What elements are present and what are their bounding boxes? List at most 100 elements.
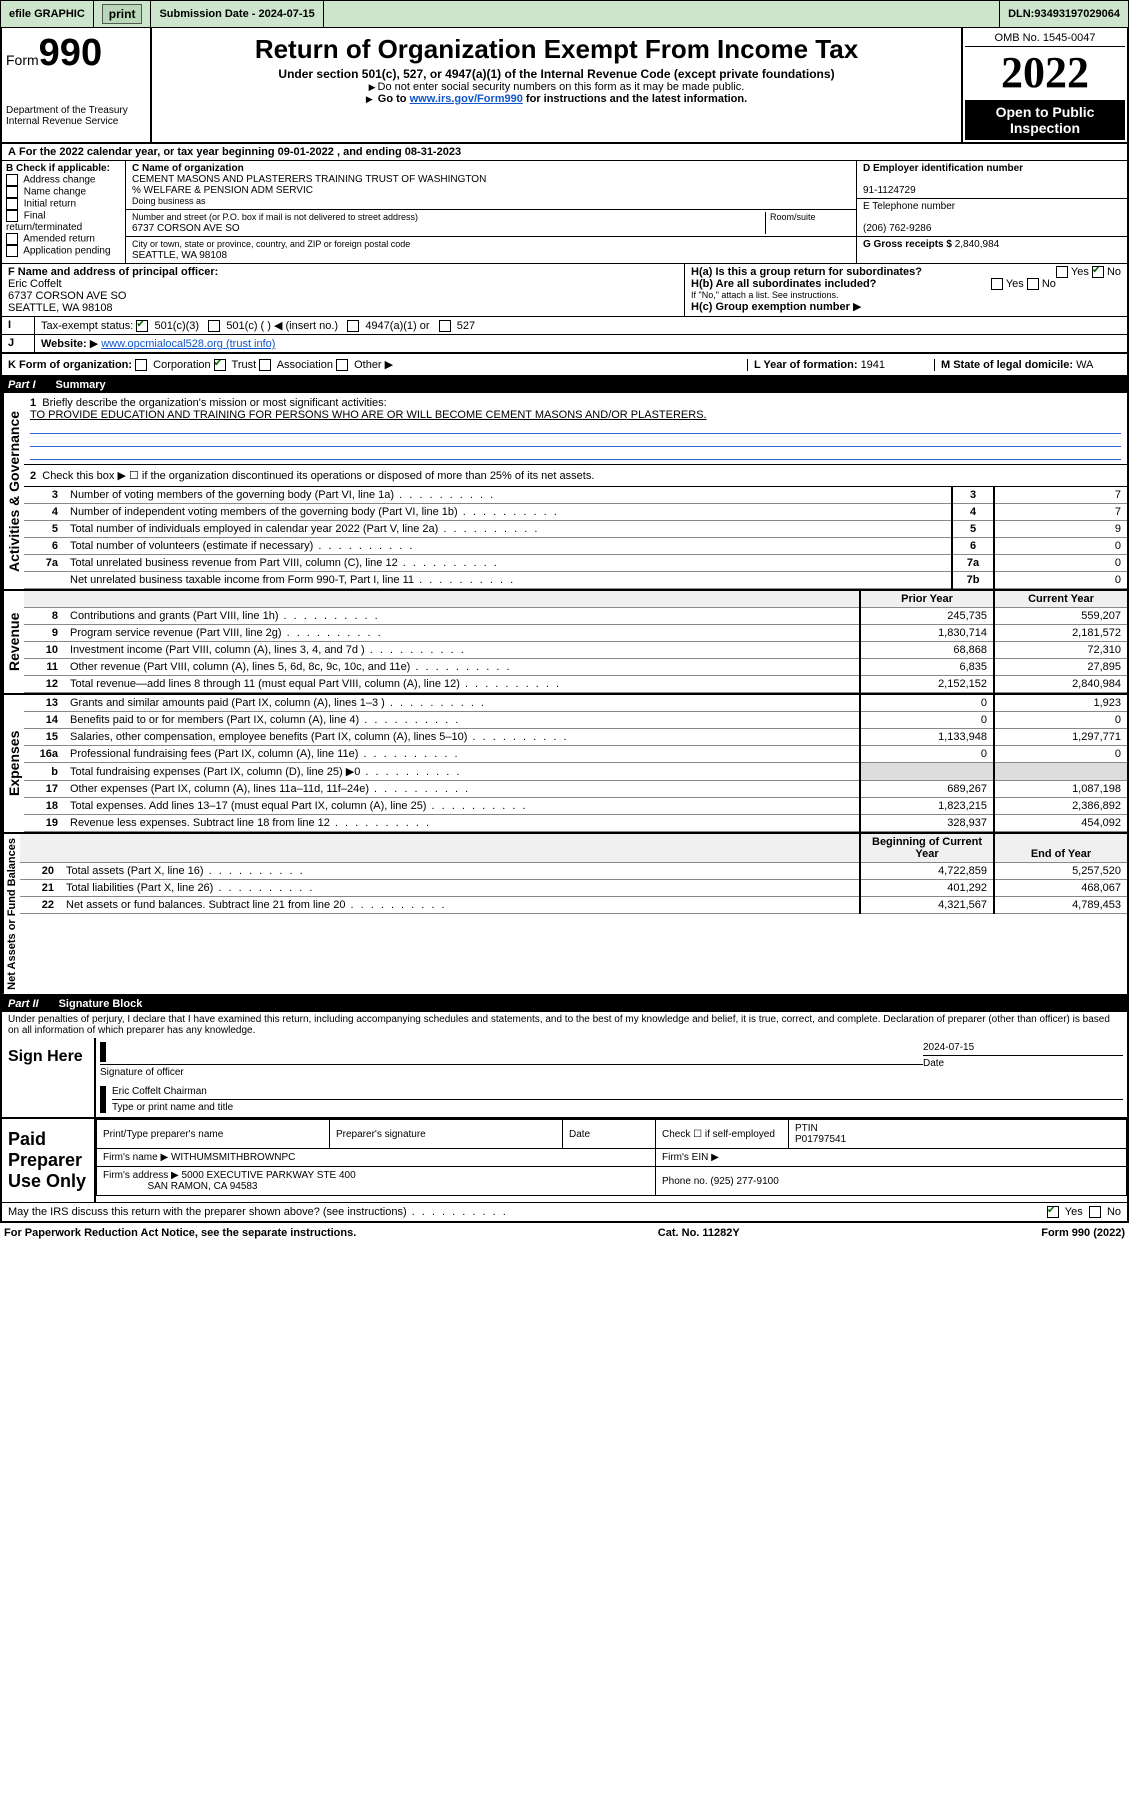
table-row: 22Net assets or fund balances. Subtract … [20, 897, 1127, 914]
addr-label: Number and street (or P.O. box if mail i… [132, 212, 418, 222]
table-row: 18Total expenses. Add lines 13–17 (must … [24, 798, 1127, 815]
box-b: B Check if applicable: Address change Na… [2, 161, 126, 263]
top-bar: efile GRAPHIC print Submission Date - 20… [0, 0, 1129, 28]
form-title: Return of Organization Exempt From Incom… [162, 34, 951, 65]
table-row: 8Contributions and grants (Part VIII, li… [24, 608, 1127, 625]
col-begin: Beginning of Current Year [860, 834, 994, 863]
sig-date-label: Date [923, 1058, 944, 1069]
officer-addr2: SEATTLE, WA 98108 [8, 302, 113, 314]
city-label: City or town, state or province, country… [132, 239, 410, 249]
table-row: 5Total number of individuals employed in… [24, 521, 1127, 538]
sig-name-label: Type or print name and title [112, 1102, 233, 1113]
self-employed: Check ☐ if self-employed [656, 1120, 789, 1149]
instruction-1: Do not enter social security numbers on … [162, 81, 951, 93]
hc-row: H(c) Group exemption number ▶ [691, 300, 1121, 313]
street-address: 6737 CORSON AVE SO [132, 223, 240, 234]
hb-row: H(b) Are all subordinates included? Yes … [691, 278, 1121, 290]
prep-sig-label: Preparer's signature [330, 1120, 563, 1149]
instruction-2: Go to www.irs.gov/Form990 for instructio… [162, 93, 951, 105]
sign-here-label: Sign Here [2, 1038, 96, 1117]
tax-period: A For the 2022 calendar year, or tax yea… [2, 144, 1127, 161]
table-row: 15Salaries, other compensation, employee… [24, 729, 1127, 746]
prep-phone-label: Phone no. [662, 1176, 710, 1187]
col-end: End of Year [994, 834, 1127, 863]
table-row: 14Benefits paid to or for members (Part … [24, 712, 1127, 729]
sidebar-revenue: Revenue [2, 591, 24, 693]
table-row: 3Number of voting members of the governi… [24, 487, 1127, 504]
tax-year: 2022 [965, 47, 1125, 98]
dln: DLN: 93493197029064 [1000, 1, 1128, 27]
col-prior: Prior Year [860, 591, 994, 608]
city-state-zip: SEATTLE, WA 98108 [132, 250, 227, 261]
table-row: 6Total number of volunteers (estimate if… [24, 538, 1127, 555]
phone-label: E Telephone number [863, 201, 955, 212]
checkbox-item[interactable]: Final return/terminated [6, 210, 121, 233]
form990-link[interactable]: www.irs.gov/Form990 [410, 93, 523, 105]
officer-addr1: 6737 CORSON AVE SO [8, 290, 126, 302]
website-row: Website: ▶ www.opcmialocal528.org (trust… [35, 335, 1127, 352]
checkbox-item[interactable]: Amended return [6, 233, 121, 245]
hb-note: If "No," attach a list. See instructions… [691, 290, 1121, 300]
table-row: 11Other revenue (Part VIII, column (A), … [24, 659, 1127, 676]
table-row: 17Other expenses (Part IX, column (A), l… [24, 781, 1127, 798]
omb-number: OMB No. 1545-0047 [965, 30, 1125, 47]
dba-label: Doing business as [132, 196, 206, 206]
firm-name: WITHUMSMITHBROWNPC [171, 1152, 295, 1163]
checkbox-item[interactable]: Application pending [6, 245, 121, 257]
table-row: 12Total revenue—add lines 8 through 11 (… [24, 676, 1127, 693]
ha-row: H(a) Is this a group return for subordin… [691, 266, 1121, 278]
website-link[interactable]: www.opcmialocal528.org (trust info) [101, 338, 275, 350]
firm-addr: 5000 EXECUTIVE PARKWAY STE 400 [182, 1170, 356, 1181]
checkbox-item[interactable]: Initial return [6, 198, 121, 210]
table-row: 21Total liabilities (Part X, line 26)401… [20, 880, 1127, 897]
sidebar-expenses: Expenses [2, 695, 24, 832]
row-klm: K Form of organization: Corporation Trus… [0, 354, 1129, 377]
table-row: 7aTotal unrelated business revenue from … [24, 555, 1127, 572]
firm-ein-label: Firm's EIN ▶ [662, 1152, 719, 1163]
prep-name-label: Print/Type preparer's name [97, 1120, 330, 1149]
sig-officer-label: Signature of officer [100, 1067, 184, 1078]
care-of: % WELFARE & PENSION ADM SERVIC [132, 185, 313, 196]
discuss-row: May the IRS discuss this return with the… [2, 1202, 1127, 1221]
page-footer: For Paperwork Reduction Act Notice, see … [0, 1223, 1129, 1243]
paid-prep-label: Paid Preparer Use Only [2, 1119, 96, 1202]
officer-name: Eric Coffelt [8, 278, 62, 290]
prep-date-label: Date [563, 1120, 656, 1149]
ptin-value: P01797541 [795, 1134, 846, 1145]
open-public-badge: Open to Public Inspection [965, 100, 1125, 140]
form-number: Form990 [6, 32, 146, 75]
table-row: 20Total assets (Part X, line 16)4,722,85… [20, 863, 1127, 880]
table-row: 16aProfessional fundraising fees (Part I… [24, 746, 1127, 763]
sig-date: 2024-07-15 [923, 1042, 974, 1053]
phone-value: (206) 762-9286 [863, 223, 931, 234]
officer-label: F Name and address of principal officer: [8, 266, 218, 278]
ein-value: 91-1124729 [863, 185, 916, 196]
table-row: 19Revenue less expenses. Subtract line 1… [24, 815, 1127, 832]
table-row: Net unrelated business taxable income fr… [24, 572, 1127, 589]
table-row: 9Program service revenue (Part VIII, lin… [24, 625, 1127, 642]
sidebar-governance: Activities & Governance [2, 393, 24, 589]
org-name: CEMENT MASONS AND PLASTERERS TRAINING TR… [132, 174, 486, 185]
table-row: 10Investment income (Part VIII, column (… [24, 642, 1127, 659]
checkbox-item[interactable]: Address change [6, 174, 121, 186]
submission-date: Submission Date - 2024-07-15 [151, 1, 323, 27]
room-label: Room/suite [766, 212, 850, 234]
line2: 2 Check this box ▶ ☐ if the organization… [24, 465, 1127, 487]
entity-info: A For the 2022 calendar year, or tax yea… [0, 144, 1129, 354]
sidebar-net: Net Assets or Fund Balances [2, 834, 20, 994]
mission-block: 1 Briefly describe the organization's mi… [24, 393, 1127, 465]
print-button[interactable]: print [94, 1, 152, 27]
dept-label: Department of the Treasury Internal Reve… [6, 105, 146, 127]
prep-phone: (925) 277-9100 [710, 1176, 778, 1187]
part2-header: Part II Signature Block [0, 996, 1129, 1012]
firm-addr-label: Firm's address ▶ [103, 1170, 179, 1181]
part1-header: Part I Summary [0, 377, 1129, 393]
checkbox-item[interactable]: Name change [6, 186, 121, 198]
efile-label: efile GRAPHIC [1, 1, 94, 27]
form-header: Form990 Department of the Treasury Inter… [0, 28, 1129, 144]
table-row: 4Number of independent voting members of… [24, 504, 1127, 521]
col-current: Current Year [994, 591, 1127, 608]
gross-value: 2,840,984 [955, 239, 1000, 250]
table-row: 13Grants and similar amounts paid (Part … [24, 695, 1127, 712]
penalty-text: Under penalties of perjury, I declare th… [0, 1012, 1129, 1038]
